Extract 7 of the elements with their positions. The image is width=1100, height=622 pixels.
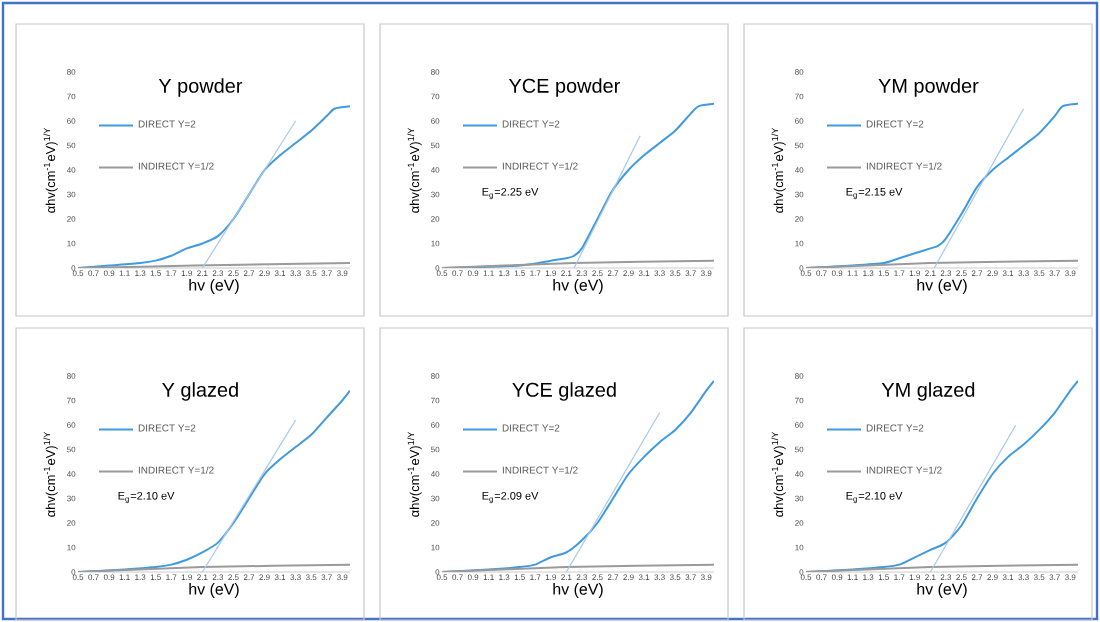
chart-title: YCE powder [508, 78, 620, 97]
chart-title: Y glazed [162, 382, 238, 401]
chart-title: YM powder [878, 78, 979, 97]
chart-title: YM glazed [881, 382, 975, 401]
line-series [78, 105, 350, 268]
chart-title: YCE glazed [512, 382, 616, 401]
chart-title: Y powder [158, 78, 243, 97]
